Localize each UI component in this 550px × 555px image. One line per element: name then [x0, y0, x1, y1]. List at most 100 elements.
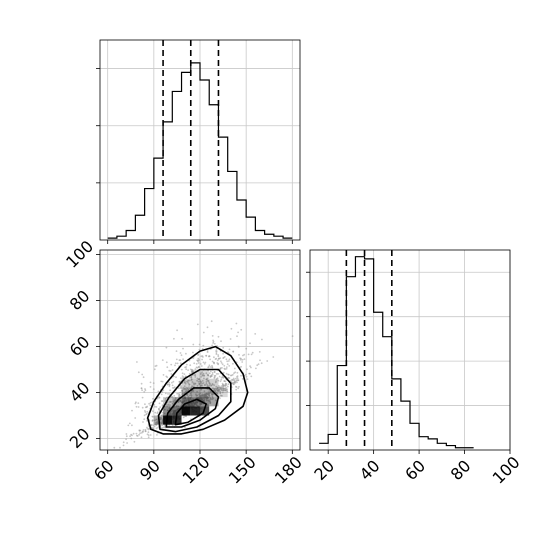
scatter-point [198, 393, 201, 396]
scatter-point [194, 368, 197, 370]
scatter-point [212, 342, 215, 344]
scatter-point [221, 363, 224, 366]
scatter-point [192, 357, 195, 360]
scatter-point [168, 401, 171, 403]
scatter-point [241, 361, 244, 363]
scatter-point [199, 392, 202, 395]
scatter-point [230, 327, 233, 330]
scatter-point [235, 322, 238, 325]
contour-line [165, 387, 220, 428]
x-tick-label: 150 [225, 453, 260, 488]
scatter-point [209, 370, 212, 373]
scatter-point [207, 396, 210, 399]
scatter-point [144, 428, 147, 431]
scatter-point [125, 433, 128, 435]
scatter-point [153, 425, 156, 428]
scatter-point [168, 403, 170, 406]
scatter-point [237, 331, 240, 334]
scatter-point [168, 381, 171, 384]
scatter-point [176, 329, 179, 332]
scatter-point [134, 417, 137, 419]
scatter-point [161, 419, 164, 422]
scatter-point [216, 359, 219, 362]
scatter-point [195, 363, 198, 365]
scatter-point [201, 373, 204, 376]
scatter-point [210, 320, 213, 323]
scatter-point [208, 396, 211, 398]
scatter-point [202, 399, 204, 402]
scatter-point [240, 374, 242, 377]
scatter-point [203, 390, 206, 393]
scatter-point [236, 371, 239, 374]
scatter-point [161, 411, 164, 414]
scatter-point [161, 400, 163, 402]
scatter-point [155, 422, 157, 424]
scatter-point [247, 353, 250, 356]
scatter-point [185, 352, 187, 355]
scatter-point [210, 384, 212, 387]
scatter-point [249, 365, 252, 367]
density-cell [172, 415, 182, 425]
density-cell [181, 397, 191, 407]
density-cell [218, 387, 228, 398]
scatter-point [214, 374, 217, 377]
scatter-point [291, 335, 294, 337]
scatter-point [194, 376, 197, 378]
scatter-point [236, 377, 239, 380]
scatter-point [144, 389, 147, 392]
scatter-point [206, 373, 209, 376]
contour-lines [146, 345, 249, 435]
scatter-point [238, 354, 240, 356]
scatter-point [168, 369, 171, 372]
scatter-point [133, 440, 136, 443]
scatter-point [153, 403, 156, 406]
scatter-point [179, 352, 182, 354]
scatter-point [207, 385, 209, 388]
scatter-point [180, 377, 182, 379]
scatter-point [195, 393, 197, 396]
scatter-point [163, 408, 166, 411]
scatter-point [243, 358, 246, 360]
density-cell [200, 397, 210, 407]
scatter-point [183, 380, 186, 382]
scatter-point [215, 373, 218, 375]
scatter-point [231, 382, 234, 385]
scatter-point [160, 414, 163, 417]
scatter-point [211, 373, 214, 376]
scatter-point [196, 366, 199, 369]
scatter-point [130, 437, 133, 440]
scatter-point [213, 362, 216, 365]
scatter-point [226, 385, 229, 388]
scatter-point [251, 351, 254, 354]
scatter-point [135, 405, 138, 408]
scatter-point [218, 375, 221, 378]
scatter-point [217, 379, 220, 382]
scatter-point [236, 381, 238, 384]
scatter-point [161, 359, 164, 361]
scatter-point [218, 386, 221, 389]
density-cell [190, 387, 200, 398]
scatter-point [181, 389, 183, 392]
x-tick-label: 80 [447, 456, 475, 484]
scatter-point [231, 379, 234, 381]
scatter-point [206, 350, 209, 352]
density-cell [163, 406, 173, 416]
scatter-point [156, 418, 159, 421]
scatter-point [222, 352, 225, 355]
scatter-point [182, 416, 185, 419]
scatter-point [228, 358, 231, 361]
density-cell [200, 378, 210, 388]
scatter-point [134, 402, 137, 405]
scatter-point [226, 363, 229, 366]
scatter-point [141, 389, 144, 392]
scatter-point [169, 370, 172, 372]
scatter-point [143, 391, 146, 393]
scatter-point [166, 409, 169, 412]
scatter-point [217, 354, 220, 356]
scatter-point [232, 377, 235, 380]
scatter-point [122, 444, 125, 447]
scatter-point [245, 375, 248, 378]
scatter-point [238, 345, 240, 348]
scatter-point [197, 380, 200, 383]
scatter-point [161, 421, 164, 424]
